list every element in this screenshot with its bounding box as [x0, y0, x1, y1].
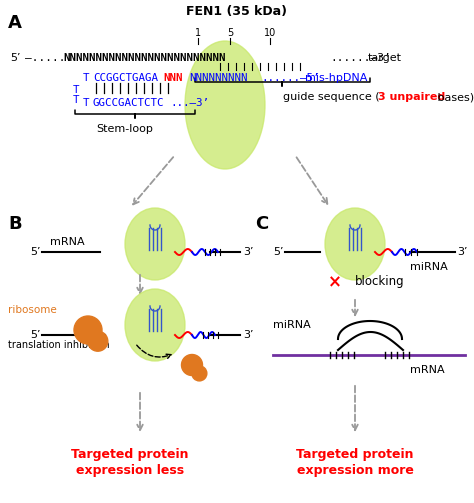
Text: 5’: 5’ — [30, 247, 40, 257]
Text: GGCCGACTCTC: GGCCGACTCTC — [93, 98, 164, 108]
Text: CCGGCTGAGA: CCGGCTGAGA — [93, 73, 158, 83]
Text: –......: –...... — [25, 53, 72, 63]
Ellipse shape — [185, 41, 265, 169]
Text: guide sequence (: guide sequence ( — [283, 92, 380, 102]
Text: NNNNNNNNN: NNNNNNNNN — [189, 73, 247, 83]
Text: ×: × — [328, 273, 342, 291]
Text: 1: 1 — [195, 28, 201, 38]
Text: mis-hpDNA: mis-hpDNA — [305, 73, 367, 83]
Text: 5’: 5’ — [273, 247, 283, 257]
Text: 3’: 3’ — [457, 247, 467, 257]
Ellipse shape — [325, 208, 385, 280]
Circle shape — [192, 366, 207, 381]
Text: target: target — [368, 53, 402, 63]
Text: 5’: 5’ — [30, 330, 40, 340]
Text: 10: 10 — [264, 28, 276, 38]
Text: Stem-loop: Stem-loop — [97, 124, 154, 134]
Text: expression less: expression less — [76, 464, 184, 477]
Circle shape — [182, 355, 202, 376]
Text: miRNA: miRNA — [273, 320, 311, 330]
Text: T: T — [83, 98, 90, 108]
Text: NNNNNNNNNNNNNNNNNNNNNNNNN: NNNNNNNNNNNNNNNNNNNNNNNNN — [63, 53, 226, 63]
Text: ...–3’: ...–3’ — [170, 98, 209, 108]
Circle shape — [88, 331, 108, 351]
Text: C: C — [255, 215, 268, 233]
Text: T: T — [73, 85, 80, 95]
Text: ......–5’: ......–5’ — [261, 73, 319, 83]
Ellipse shape — [125, 289, 185, 361]
Text: B: B — [8, 215, 22, 233]
Text: bases): bases) — [434, 92, 474, 102]
Text: NNN: NNN — [163, 73, 182, 83]
Text: expression more: expression more — [297, 464, 413, 477]
Text: 5’: 5’ — [10, 53, 20, 63]
Text: T: T — [73, 95, 80, 105]
Text: ......–3’: ......–3’ — [330, 53, 391, 63]
Text: Targeted protein: Targeted protein — [296, 448, 414, 461]
Text: 3’: 3’ — [243, 330, 254, 340]
Text: T: T — [83, 73, 90, 83]
Text: miRNA: miRNA — [410, 262, 448, 272]
Text: blocking: blocking — [355, 276, 405, 289]
Text: 5: 5 — [227, 28, 233, 38]
Text: mRNA: mRNA — [410, 365, 445, 375]
Text: translation inhibition: translation inhibition — [8, 340, 109, 350]
Text: ribosome: ribosome — [8, 305, 57, 315]
Text: 3’: 3’ — [243, 247, 254, 257]
Circle shape — [74, 316, 102, 344]
Text: FEN1 (35 kDa): FEN1 (35 kDa) — [186, 5, 288, 18]
Text: A: A — [8, 14, 22, 32]
Ellipse shape — [125, 208, 185, 280]
Text: 3 unpaired: 3 unpaired — [378, 92, 445, 102]
Text: Targeted protein: Targeted protein — [71, 448, 189, 461]
Text: mRNA: mRNA — [50, 237, 85, 247]
